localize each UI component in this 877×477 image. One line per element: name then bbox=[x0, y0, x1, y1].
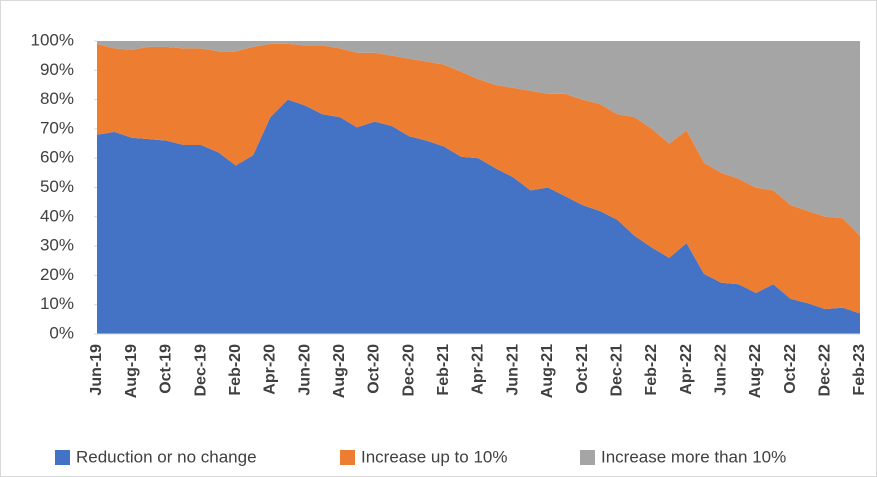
x-tick-label: Dec-19 bbox=[192, 344, 209, 397]
y-tick-label: 100% bbox=[31, 30, 74, 49]
x-tick-label: Feb-22 bbox=[643, 344, 660, 396]
x-tick-label: Dec-22 bbox=[817, 344, 834, 397]
x-tick-label: Dec-21 bbox=[608, 344, 625, 397]
y-tick-label: 80% bbox=[40, 89, 74, 108]
x-tick-label: Jun-21 bbox=[504, 344, 521, 396]
y-tick-label: 20% bbox=[40, 265, 74, 284]
x-tick-label: Jun-19 bbox=[88, 344, 105, 396]
x-tick-label: Aug-19 bbox=[123, 344, 140, 398]
x-tick-label: Aug-22 bbox=[747, 344, 764, 398]
x-tick-label: Apr-21 bbox=[470, 344, 487, 395]
y-tick-label: 90% bbox=[40, 60, 74, 79]
x-tick-label: Oct-22 bbox=[782, 344, 799, 394]
x-tick-label: Aug-21 bbox=[539, 344, 556, 398]
x-tick-label: Feb-21 bbox=[435, 344, 452, 396]
y-tick-label: 60% bbox=[40, 148, 74, 167]
x-tick-label: Oct-19 bbox=[158, 344, 175, 394]
x-tick-label: Feb-23 bbox=[851, 344, 868, 396]
legend-swatch bbox=[55, 450, 70, 465]
y-tick-label: 0% bbox=[49, 323, 74, 342]
x-tick-label: Apr-22 bbox=[678, 344, 695, 395]
y-tick-label: 70% bbox=[40, 118, 74, 137]
legend-label: Reduction or no change bbox=[76, 447, 257, 466]
x-tick-label: Jun-20 bbox=[296, 344, 313, 396]
legend-swatch bbox=[580, 450, 595, 465]
x-tick-label: Jun-22 bbox=[712, 344, 729, 396]
x-tick-label: Dec-20 bbox=[400, 344, 417, 397]
x-tick-label: Aug-20 bbox=[331, 344, 348, 398]
y-tick-label: 30% bbox=[40, 236, 74, 255]
y-tick-label: 50% bbox=[40, 177, 74, 196]
area bbox=[97, 41, 860, 236]
legend-label: Increase up to 10% bbox=[361, 447, 507, 466]
area bbox=[97, 43, 860, 314]
x-tick-label: Oct-20 bbox=[366, 344, 383, 394]
y-tick-label: 40% bbox=[40, 206, 74, 225]
legend-swatch bbox=[340, 450, 355, 465]
x-tick-label: Apr-20 bbox=[262, 344, 279, 395]
y-tick-label: 10% bbox=[40, 294, 74, 313]
x-tick-label: Feb-20 bbox=[227, 344, 244, 396]
x-tick-label: Oct-21 bbox=[574, 344, 591, 394]
area bbox=[97, 99, 860, 334]
legend-label: Increase more than 10% bbox=[601, 447, 786, 466]
